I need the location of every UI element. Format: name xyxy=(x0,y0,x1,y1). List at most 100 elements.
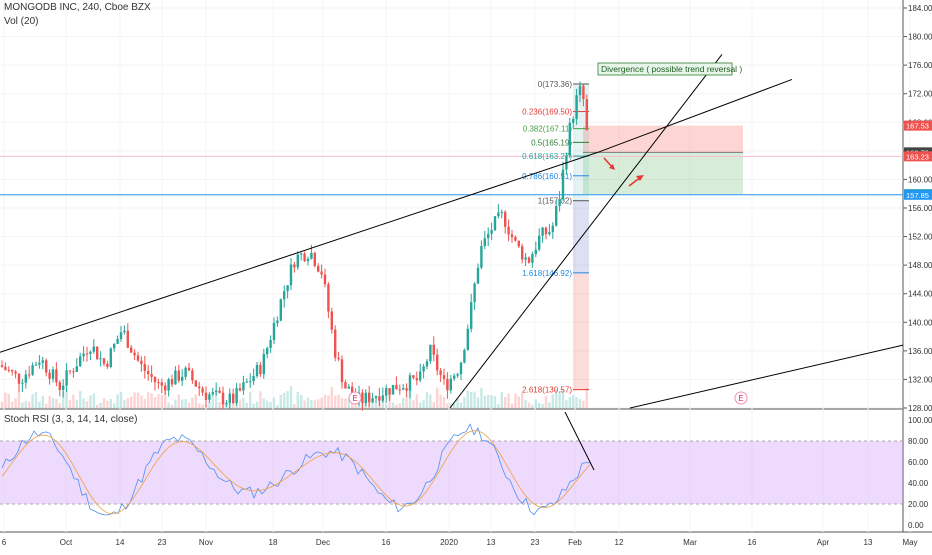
trendlines[interactable] xyxy=(0,54,904,409)
earnings-marker[interactable]: E xyxy=(734,391,748,405)
volume-bar xyxy=(296,391,299,408)
candle-body xyxy=(473,283,476,303)
candle-body xyxy=(351,386,354,395)
rising-support-line[interactable] xyxy=(449,54,723,409)
candle-body xyxy=(334,329,337,358)
volume-bar xyxy=(374,401,378,408)
candle-body xyxy=(538,235,541,250)
volume-bar xyxy=(160,394,163,408)
volume-bar xyxy=(510,403,514,408)
candle-body xyxy=(41,360,44,363)
volume-bar xyxy=(531,404,534,408)
stoch-rsi-pane: 100.00 80.00 60.00 40.00 20.00 0.00 xyxy=(0,411,932,530)
volume-bar xyxy=(147,392,150,408)
volume-bar xyxy=(354,403,357,408)
stoch-tick-label: 60.00 xyxy=(908,458,929,467)
candle-body xyxy=(85,353,89,355)
volume-bar xyxy=(48,395,51,408)
candle-body xyxy=(456,374,459,376)
volume-bar xyxy=(150,393,153,408)
volume-bar xyxy=(578,399,582,408)
candle-body xyxy=(204,392,208,400)
volume-bar xyxy=(585,388,588,408)
volume-bar xyxy=(276,404,279,408)
candle-body xyxy=(252,375,255,382)
candle-body xyxy=(429,344,432,362)
volume-bar xyxy=(72,394,75,408)
candle-body xyxy=(259,364,262,375)
candle-body xyxy=(313,252,316,267)
volume-bar xyxy=(242,397,245,408)
volume-bar xyxy=(85,401,89,408)
candle-body xyxy=(405,388,408,391)
candle-body xyxy=(136,355,140,361)
volume-bar xyxy=(167,402,170,408)
volume-bar xyxy=(313,400,316,408)
candle-body xyxy=(337,357,340,360)
stop-loss-zone[interactable] xyxy=(583,125,743,153)
fibonacci-tool[interactable]: 0(173.36) 0.236(169.50) 0.382(167.11) 0.5(1… xyxy=(522,80,589,395)
volume-bar xyxy=(262,398,265,408)
candle-body xyxy=(17,373,21,384)
lower-channel-line[interactable] xyxy=(629,344,904,409)
candle-body xyxy=(323,274,327,285)
volume-bar xyxy=(218,402,221,408)
volume-bar xyxy=(480,387,483,408)
time-tick-label: 14 xyxy=(116,538,125,547)
earnings-marker[interactable]: E xyxy=(348,391,362,405)
candle-body xyxy=(446,378,449,391)
divergence-note[interactable]: Divergence ( possible trend reversal ) xyxy=(597,62,742,76)
volume-bar xyxy=(500,392,503,408)
volume-bar xyxy=(126,398,129,408)
candle-body xyxy=(130,347,133,353)
upper-channel-extension[interactable] xyxy=(597,78,793,153)
volume-bar xyxy=(300,395,303,408)
time-tick-label: 6 xyxy=(2,538,7,547)
axes-labels: 184.00180.00176.00172.00168.00164.00160.… xyxy=(2,4,932,547)
volume-bar xyxy=(541,404,544,408)
volume-bar xyxy=(194,394,197,408)
candle-body xyxy=(187,367,191,371)
candle-body xyxy=(388,388,391,395)
volume-bar xyxy=(551,394,554,408)
candle-body xyxy=(119,332,123,340)
candle-body xyxy=(432,344,435,355)
volume-bar xyxy=(347,398,350,408)
candle-body xyxy=(504,211,507,227)
volume-bar xyxy=(177,394,180,408)
candle-body xyxy=(140,360,143,365)
candle-body xyxy=(65,370,68,386)
volume-bar xyxy=(449,402,452,408)
take-profit-zone[interactable] xyxy=(583,152,743,195)
volume-bar xyxy=(439,394,442,408)
candle-body xyxy=(269,339,272,349)
volume-bar xyxy=(99,402,102,408)
down-arrow-icon xyxy=(603,157,615,170)
volume-bar xyxy=(123,399,126,408)
volume-bar xyxy=(34,392,38,408)
volume-bar xyxy=(514,393,517,408)
candle-body xyxy=(45,360,48,373)
candle-body xyxy=(89,351,92,354)
volume-bar xyxy=(466,390,469,408)
candle-body xyxy=(483,238,486,247)
volume-bar xyxy=(558,391,561,408)
volume-bar xyxy=(28,401,31,408)
volume-bar xyxy=(92,393,95,408)
upper-channel-line[interactable] xyxy=(0,151,599,353)
time-tick-label: 16 xyxy=(382,538,391,547)
candle-body xyxy=(408,375,412,391)
volume-bar xyxy=(310,400,313,408)
volume-bar xyxy=(436,387,439,408)
candle-body xyxy=(201,388,204,393)
candle-body xyxy=(568,122,571,156)
candle-body xyxy=(500,211,503,213)
candle-body xyxy=(572,119,575,123)
divergence-line[interactable] xyxy=(564,411,595,471)
candle-body xyxy=(381,395,384,401)
candle-body xyxy=(582,85,585,100)
volume-bar xyxy=(432,402,435,408)
volume-bar xyxy=(7,394,10,408)
volume-bar xyxy=(289,386,293,408)
